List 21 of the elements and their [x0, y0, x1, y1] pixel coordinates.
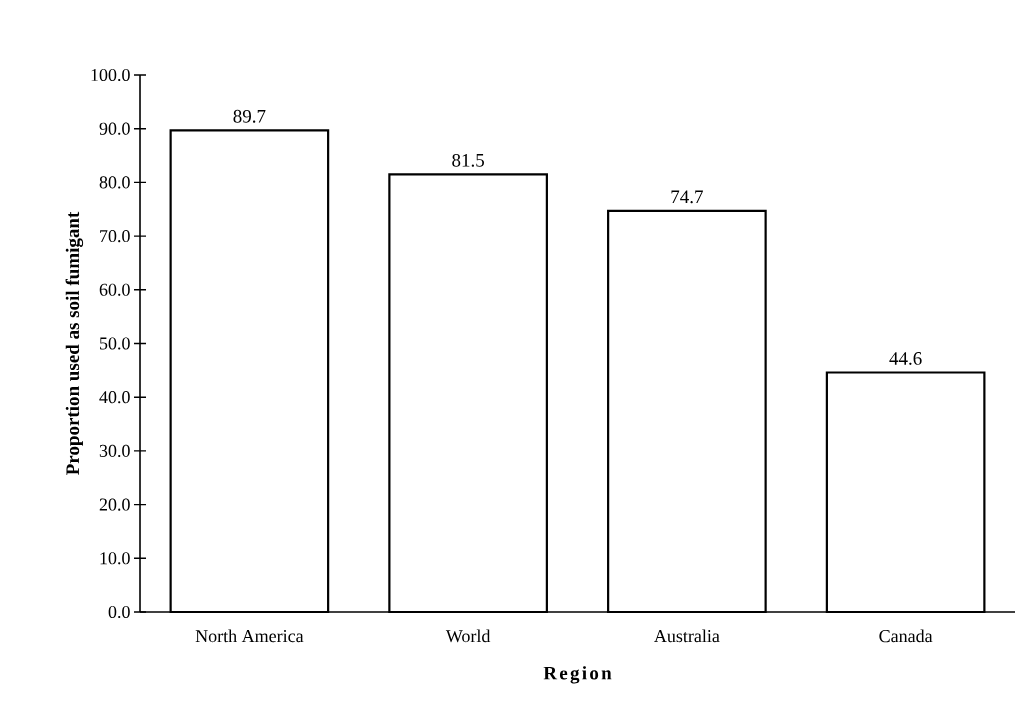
- x-tick-label: Canada: [879, 629, 933, 643]
- data-label: 74.7: [671, 190, 703, 204]
- x-tick-label: North America: [195, 629, 304, 643]
- data-label: 89.7: [233, 109, 266, 123]
- y-tick-label: 100.0: [91, 68, 130, 82]
- y-axis-title: Proportion used as soil fumigant: [65, 211, 84, 475]
- x-axis-title: Region: [543, 666, 612, 684]
- y-tick-label: 50.0: [100, 337, 130, 350]
- y-tick-label: 80.0: [99, 176, 130, 189]
- x-tick-label: Australia: [654, 629, 720, 643]
- y-tick-label: 30.0: [99, 444, 130, 457]
- x-tick-label: World: [445, 629, 491, 643]
- y-tick-label: 60.0: [99, 283, 130, 296]
- y-tick-label: 0.0: [108, 605, 130, 619]
- y-tick-label: 90.0: [99, 122, 130, 135]
- data-label: 44.6: [889, 352, 922, 365]
- y-tick-label: 70.0: [100, 229, 130, 243]
- y-tick-label: 10.0: [100, 552, 130, 565]
- data-label: 81.5: [452, 153, 485, 167]
- y-tick-label: 20.0: [99, 498, 130, 511]
- y-tick-label: 40.0: [99, 391, 130, 404]
